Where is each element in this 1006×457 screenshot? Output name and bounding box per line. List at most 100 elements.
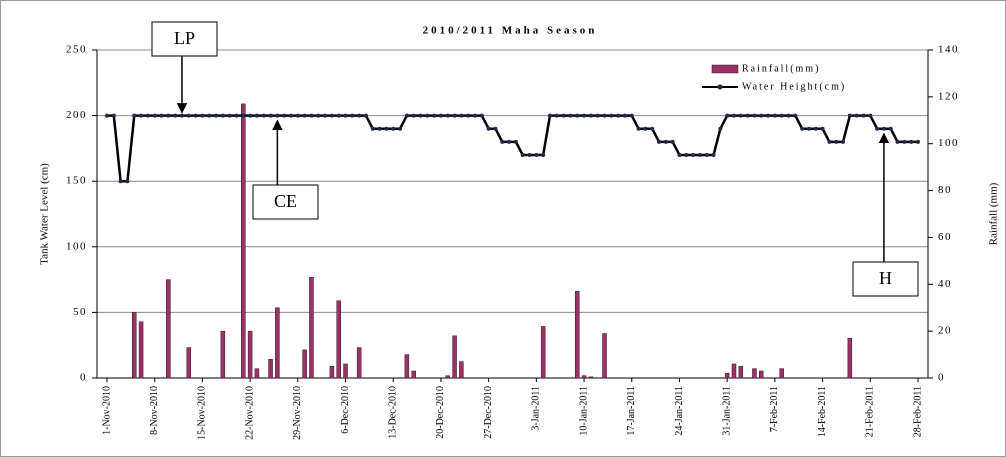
bar [138, 321, 144, 379]
marker [411, 113, 416, 118]
marker [779, 113, 784, 118]
marker [275, 113, 280, 118]
marker [282, 113, 287, 118]
marker [725, 113, 730, 118]
marker [432, 113, 437, 118]
marker [357, 113, 362, 118]
marker [404, 113, 409, 118]
marker [697, 152, 702, 157]
marker [554, 113, 559, 118]
x-tick-label: 21-Feb-2011 [865, 386, 876, 437]
bar [275, 307, 280, 379]
bar [759, 370, 764, 379]
marker [173, 113, 178, 118]
y-tick-label: 150 [66, 175, 87, 187]
marker [663, 139, 668, 144]
marker [657, 139, 662, 144]
marker [159, 113, 164, 118]
marker [766, 113, 771, 118]
bar [336, 300, 341, 379]
marker [772, 113, 777, 118]
marker [813, 126, 818, 131]
bar [247, 330, 253, 379]
marker [363, 113, 368, 118]
annotation-label: LP [174, 28, 195, 48]
marker [125, 179, 130, 184]
x-tick-label: 22-Nov-2010 [244, 386, 255, 440]
marker [370, 126, 375, 131]
y-tick-label: 50 [73, 306, 87, 318]
y2-tick-label: 0 [938, 372, 945, 384]
y2-tick-label: 40 [938, 278, 952, 290]
marker [888, 126, 893, 131]
bar [268, 359, 273, 379]
x-tick-label: 13-Dec-2010 [388, 386, 399, 439]
marker [520, 152, 525, 157]
marker [575, 113, 580, 118]
y-axis-label: Tank Water Level (cm) [39, 163, 51, 265]
marker [834, 139, 839, 144]
marker [745, 113, 750, 118]
marker [806, 126, 811, 131]
marker [786, 113, 791, 118]
bar [411, 370, 416, 379]
marker [568, 113, 573, 118]
bar [602, 333, 607, 379]
bar [302, 349, 307, 379]
marker [691, 152, 696, 157]
marker [793, 113, 798, 118]
marker [145, 113, 150, 118]
marker [643, 126, 648, 131]
marker [227, 113, 232, 118]
x-tick-label: 10-Jan-2011 [578, 386, 589, 436]
marker [425, 113, 430, 118]
marker [384, 126, 389, 131]
marker [336, 113, 341, 118]
marker [868, 113, 873, 118]
marker [500, 139, 505, 144]
marker [602, 113, 607, 118]
bar [445, 375, 451, 379]
bar [452, 335, 457, 379]
marker [418, 113, 423, 118]
x-tick-label: 24-Jan-2011 [674, 386, 685, 436]
marker [827, 139, 832, 144]
marker [561, 113, 566, 118]
y-tick-label: 100 [66, 240, 87, 252]
marker [289, 113, 294, 118]
bar [779, 368, 784, 379]
legend-label: Water Height(cm) [742, 81, 846, 92]
bar [254, 368, 260, 379]
marker [234, 113, 239, 118]
marker [200, 113, 205, 118]
marker [166, 113, 171, 118]
annotation-label: H [879, 268, 892, 288]
marker [847, 113, 852, 118]
x-tick-label: 29-Nov-2010 [292, 386, 303, 440]
marker [711, 152, 716, 157]
bar [220, 330, 226, 379]
marker [459, 113, 464, 118]
marker [309, 113, 314, 118]
x-tick-label: 14-Feb-2011 [817, 386, 828, 437]
marker [622, 113, 627, 118]
marker [902, 139, 907, 144]
bar [738, 366, 744, 379]
bar [356, 347, 362, 379]
marker [438, 113, 443, 118]
y2-tick-label: 140 [938, 44, 959, 56]
marker [738, 113, 743, 118]
x-tick-label: 17-Jan-2011 [626, 386, 637, 436]
x-tick-label: 15-Nov-2010 [197, 386, 208, 440]
bar [540, 326, 546, 379]
marker [207, 113, 212, 118]
marker [105, 113, 109, 118]
marker [493, 126, 498, 131]
marker [752, 113, 757, 118]
marker [841, 139, 846, 144]
marker [220, 113, 225, 118]
annotation-box [852, 261, 919, 297]
bar [731, 363, 737, 379]
marker [261, 113, 266, 118]
legend-marker [717, 84, 723, 90]
